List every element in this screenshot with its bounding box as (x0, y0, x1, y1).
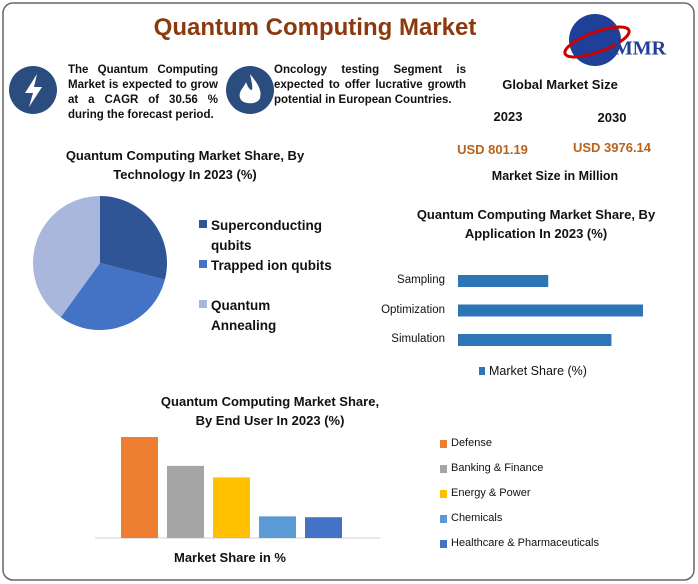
legend-swatch (440, 465, 447, 473)
year: 2030 (597, 110, 627, 125)
category-label: Optimization (381, 303, 445, 316)
legend-swatch (199, 220, 207, 228)
bar (167, 465, 204, 538)
chart-title: Quantum Computing Market Share, By Appli… (416, 207, 656, 241)
legend-swatch (440, 540, 447, 548)
legend-label: Quantum Annealing (211, 298, 277, 333)
legend-swatch (479, 367, 485, 375)
amount: USD 3976.14 (572, 140, 652, 155)
bar (458, 334, 612, 346)
x-axis-label: Market Share in % (174, 550, 286, 565)
chart-title: Quantum Computing Market Share, By End U… (160, 394, 380, 428)
legend-swatch (199, 300, 207, 308)
legend-label: Defense (451, 437, 492, 449)
legend-swatch (440, 440, 447, 448)
legend-label: Chemicals (451, 512, 503, 524)
pie-slice (60, 263, 165, 330)
bar (213, 477, 250, 538)
legend-label: Healthcare & Pharmaceuticals (451, 537, 599, 549)
bar (458, 304, 643, 317)
bar (458, 275, 549, 287)
flame (239, 74, 261, 104)
market-size-note: Market Size in Million (491, 169, 619, 183)
legend-swatch (440, 515, 447, 523)
legend-label: Banking & Finance (451, 462, 544, 474)
pie-slice (33, 196, 100, 318)
category-label: Sampling (397, 274, 445, 286)
bar (121, 437, 158, 538)
legend-swatch (440, 490, 447, 498)
legend-swatch (199, 260, 207, 268)
legend-label: Trapped ion qubits (211, 258, 332, 273)
year: 2023 (493, 109, 523, 124)
logo-text: MMR (614, 38, 667, 60)
amount: USD 801.19 (457, 142, 528, 157)
legend-label: Superconducting qubits (211, 218, 322, 253)
chart-title: Quantum Computing Market Share, By Techn… (65, 148, 305, 182)
legend-label: Market Share (%) (489, 364, 587, 378)
bar (259, 516, 296, 538)
highlight: Oncology testing Segment is expected to … (274, 64, 466, 106)
bar (305, 517, 342, 538)
pie-slice (100, 196, 167, 280)
highlight: The Quantum Computing Market is expected… (68, 64, 218, 121)
category-label: Simulation (391, 333, 445, 345)
legend-label: Energy & Power (451, 487, 531, 499)
bolt (25, 74, 42, 107)
market-size-title: Global Market Size (502, 77, 618, 92)
logo-orbit (563, 25, 631, 59)
title: Quantum Computing Market (153, 14, 477, 41)
